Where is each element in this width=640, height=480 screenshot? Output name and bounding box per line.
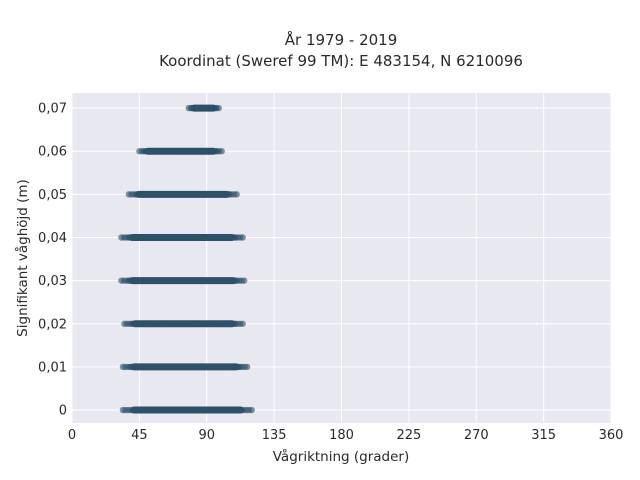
y-tick-labels: 0 0,01 0,02 0,03 0,04 0,05 0,06 0,07 bbox=[38, 102, 67, 419]
x-tick-label: 45 bbox=[131, 428, 148, 443]
y-tick-label: 0,04 bbox=[38, 231, 67, 246]
y-tick-label: 0,01 bbox=[38, 360, 67, 375]
x-tick-label: 0 bbox=[68, 428, 76, 443]
chart-title-line1: År 1979 - 2019 bbox=[285, 30, 398, 49]
y-tick-label: 0,05 bbox=[38, 188, 67, 203]
data-points bbox=[118, 104, 255, 414]
x-tick-label: 270 bbox=[464, 428, 489, 443]
data-point bbox=[239, 234, 246, 241]
x-tick-label: 360 bbox=[599, 428, 624, 443]
data-point bbox=[248, 406, 255, 414]
x-tick-label: 315 bbox=[531, 428, 556, 443]
data-point bbox=[215, 104, 222, 112]
x-tick-label: 225 bbox=[396, 428, 421, 443]
y-axis-title: Signifikant våghöjd (m) bbox=[14, 179, 31, 337]
y-tick-label: 0,03 bbox=[38, 274, 67, 289]
y-tick-label: 0,06 bbox=[38, 145, 67, 160]
x-tick-label: 90 bbox=[198, 428, 215, 443]
chart-title-line2: Koordinat (Sweref 99 TM): E 483154, N 62… bbox=[159, 52, 523, 70]
y-tick-label: 0 bbox=[59, 404, 67, 419]
x-tick-labels: 0 45 90 135 180 225 270 315 360 bbox=[68, 428, 624, 443]
x-axis-title: Vågriktning (grader) bbox=[273, 448, 410, 465]
y-tick-label: 0,07 bbox=[38, 102, 67, 117]
data-point bbox=[240, 277, 248, 284]
data-point bbox=[239, 320, 246, 327]
x-tick-label: 180 bbox=[329, 428, 354, 443]
data-point bbox=[243, 363, 251, 371]
data-point bbox=[218, 148, 225, 155]
data-point bbox=[233, 191, 240, 198]
x-tick-label: 135 bbox=[262, 428, 287, 443]
y-tick-label: 0,02 bbox=[38, 317, 67, 332]
